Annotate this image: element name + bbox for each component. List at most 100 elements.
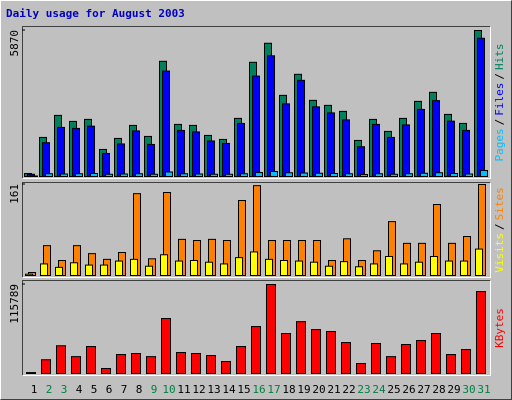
x-tick-label: 24 (372, 383, 386, 396)
x-tick-label: 1 (31, 383, 38, 396)
bar (297, 79, 305, 177)
bar (175, 260, 183, 277)
y-tick-label: 161 (8, 184, 21, 204)
bar (87, 125, 95, 177)
bar (176, 352, 186, 374)
panel-edge-dark (22, 26, 491, 179)
bar (415, 261, 423, 277)
x-tick-label: 30 (462, 383, 475, 396)
bar (447, 120, 455, 177)
bar (420, 172, 428, 177)
bar (220, 263, 228, 276)
x-tick-label: 3 (61, 383, 68, 396)
x-tick-label: 19 (297, 383, 310, 396)
bar (461, 349, 471, 374)
bar (165, 171, 173, 178)
bar (312, 106, 320, 177)
bar (326, 331, 336, 374)
bar (85, 264, 93, 277)
bar (41, 359, 51, 374)
bar (295, 260, 303, 277)
bar (387, 136, 395, 177)
bar (250, 251, 258, 277)
bar (57, 126, 65, 177)
bar (56, 345, 66, 374)
bar (45, 173, 53, 177)
bar (205, 261, 213, 277)
bar (460, 260, 468, 277)
bar (180, 173, 188, 177)
bar (71, 356, 81, 374)
x-tick-label: 9 (151, 383, 158, 396)
bar (475, 248, 483, 276)
bar (25, 273, 33, 277)
y-tick-label: 115789 (8, 284, 21, 324)
bar (190, 260, 198, 276)
bar (327, 112, 335, 178)
bar (446, 354, 456, 375)
x-tick-label: 2 (46, 383, 53, 396)
legend-entry: Sites (493, 187, 506, 220)
bar (340, 261, 348, 276)
bar (70, 262, 78, 276)
bar (432, 100, 440, 177)
bar (162, 70, 170, 177)
bar (90, 172, 98, 177)
bar (146, 356, 156, 374)
bar (345, 173, 353, 177)
legend: Pages / Files / Hits (493, 44, 506, 162)
bar (417, 108, 425, 177)
bar (416, 340, 426, 375)
bar (450, 172, 458, 177)
bar (42, 142, 50, 177)
x-tick-label: 7 (121, 383, 128, 396)
y-tick-label: 5870 (8, 30, 21, 57)
bar (280, 260, 288, 276)
bar (356, 363, 366, 374)
bar (72, 127, 80, 177)
bar (116, 354, 126, 375)
bar (465, 173, 473, 177)
bar (131, 353, 141, 374)
bar (372, 123, 380, 178)
x-tick-label: 14 (222, 383, 236, 396)
bar (357, 146, 365, 178)
bar (115, 260, 123, 277)
legend-entry: Pages (493, 128, 506, 161)
bar (147, 143, 155, 178)
bar (255, 171, 263, 178)
bar (281, 333, 291, 375)
legend-entry: Visits (493, 233, 506, 273)
x-tick-label: 20 (312, 383, 325, 396)
bar (222, 142, 230, 177)
bar (191, 353, 201, 374)
bar (430, 256, 438, 276)
bar (462, 129, 470, 178)
legend-separator: / (493, 119, 506, 126)
bar (101, 368, 111, 375)
bar (386, 356, 396, 374)
bar (252, 75, 260, 177)
bar (385, 256, 393, 276)
bar (476, 291, 486, 375)
bar (282, 103, 290, 177)
bar (300, 172, 308, 178)
x-tick-label: 31 (477, 383, 490, 396)
bar (375, 173, 383, 177)
bar (236, 346, 246, 374)
legend: Visits / Sites (493, 187, 506, 273)
bar (315, 172, 323, 177)
x-tick-label: 15 (237, 383, 250, 396)
bar (270, 170, 278, 177)
bar (342, 119, 350, 177)
bar (135, 173, 143, 177)
bar (445, 260, 453, 277)
bar (26, 372, 36, 375)
bar (360, 173, 368, 177)
bar (161, 318, 171, 374)
bar (207, 140, 215, 177)
bar (130, 258, 138, 277)
x-tick-label: 27 (417, 383, 430, 396)
